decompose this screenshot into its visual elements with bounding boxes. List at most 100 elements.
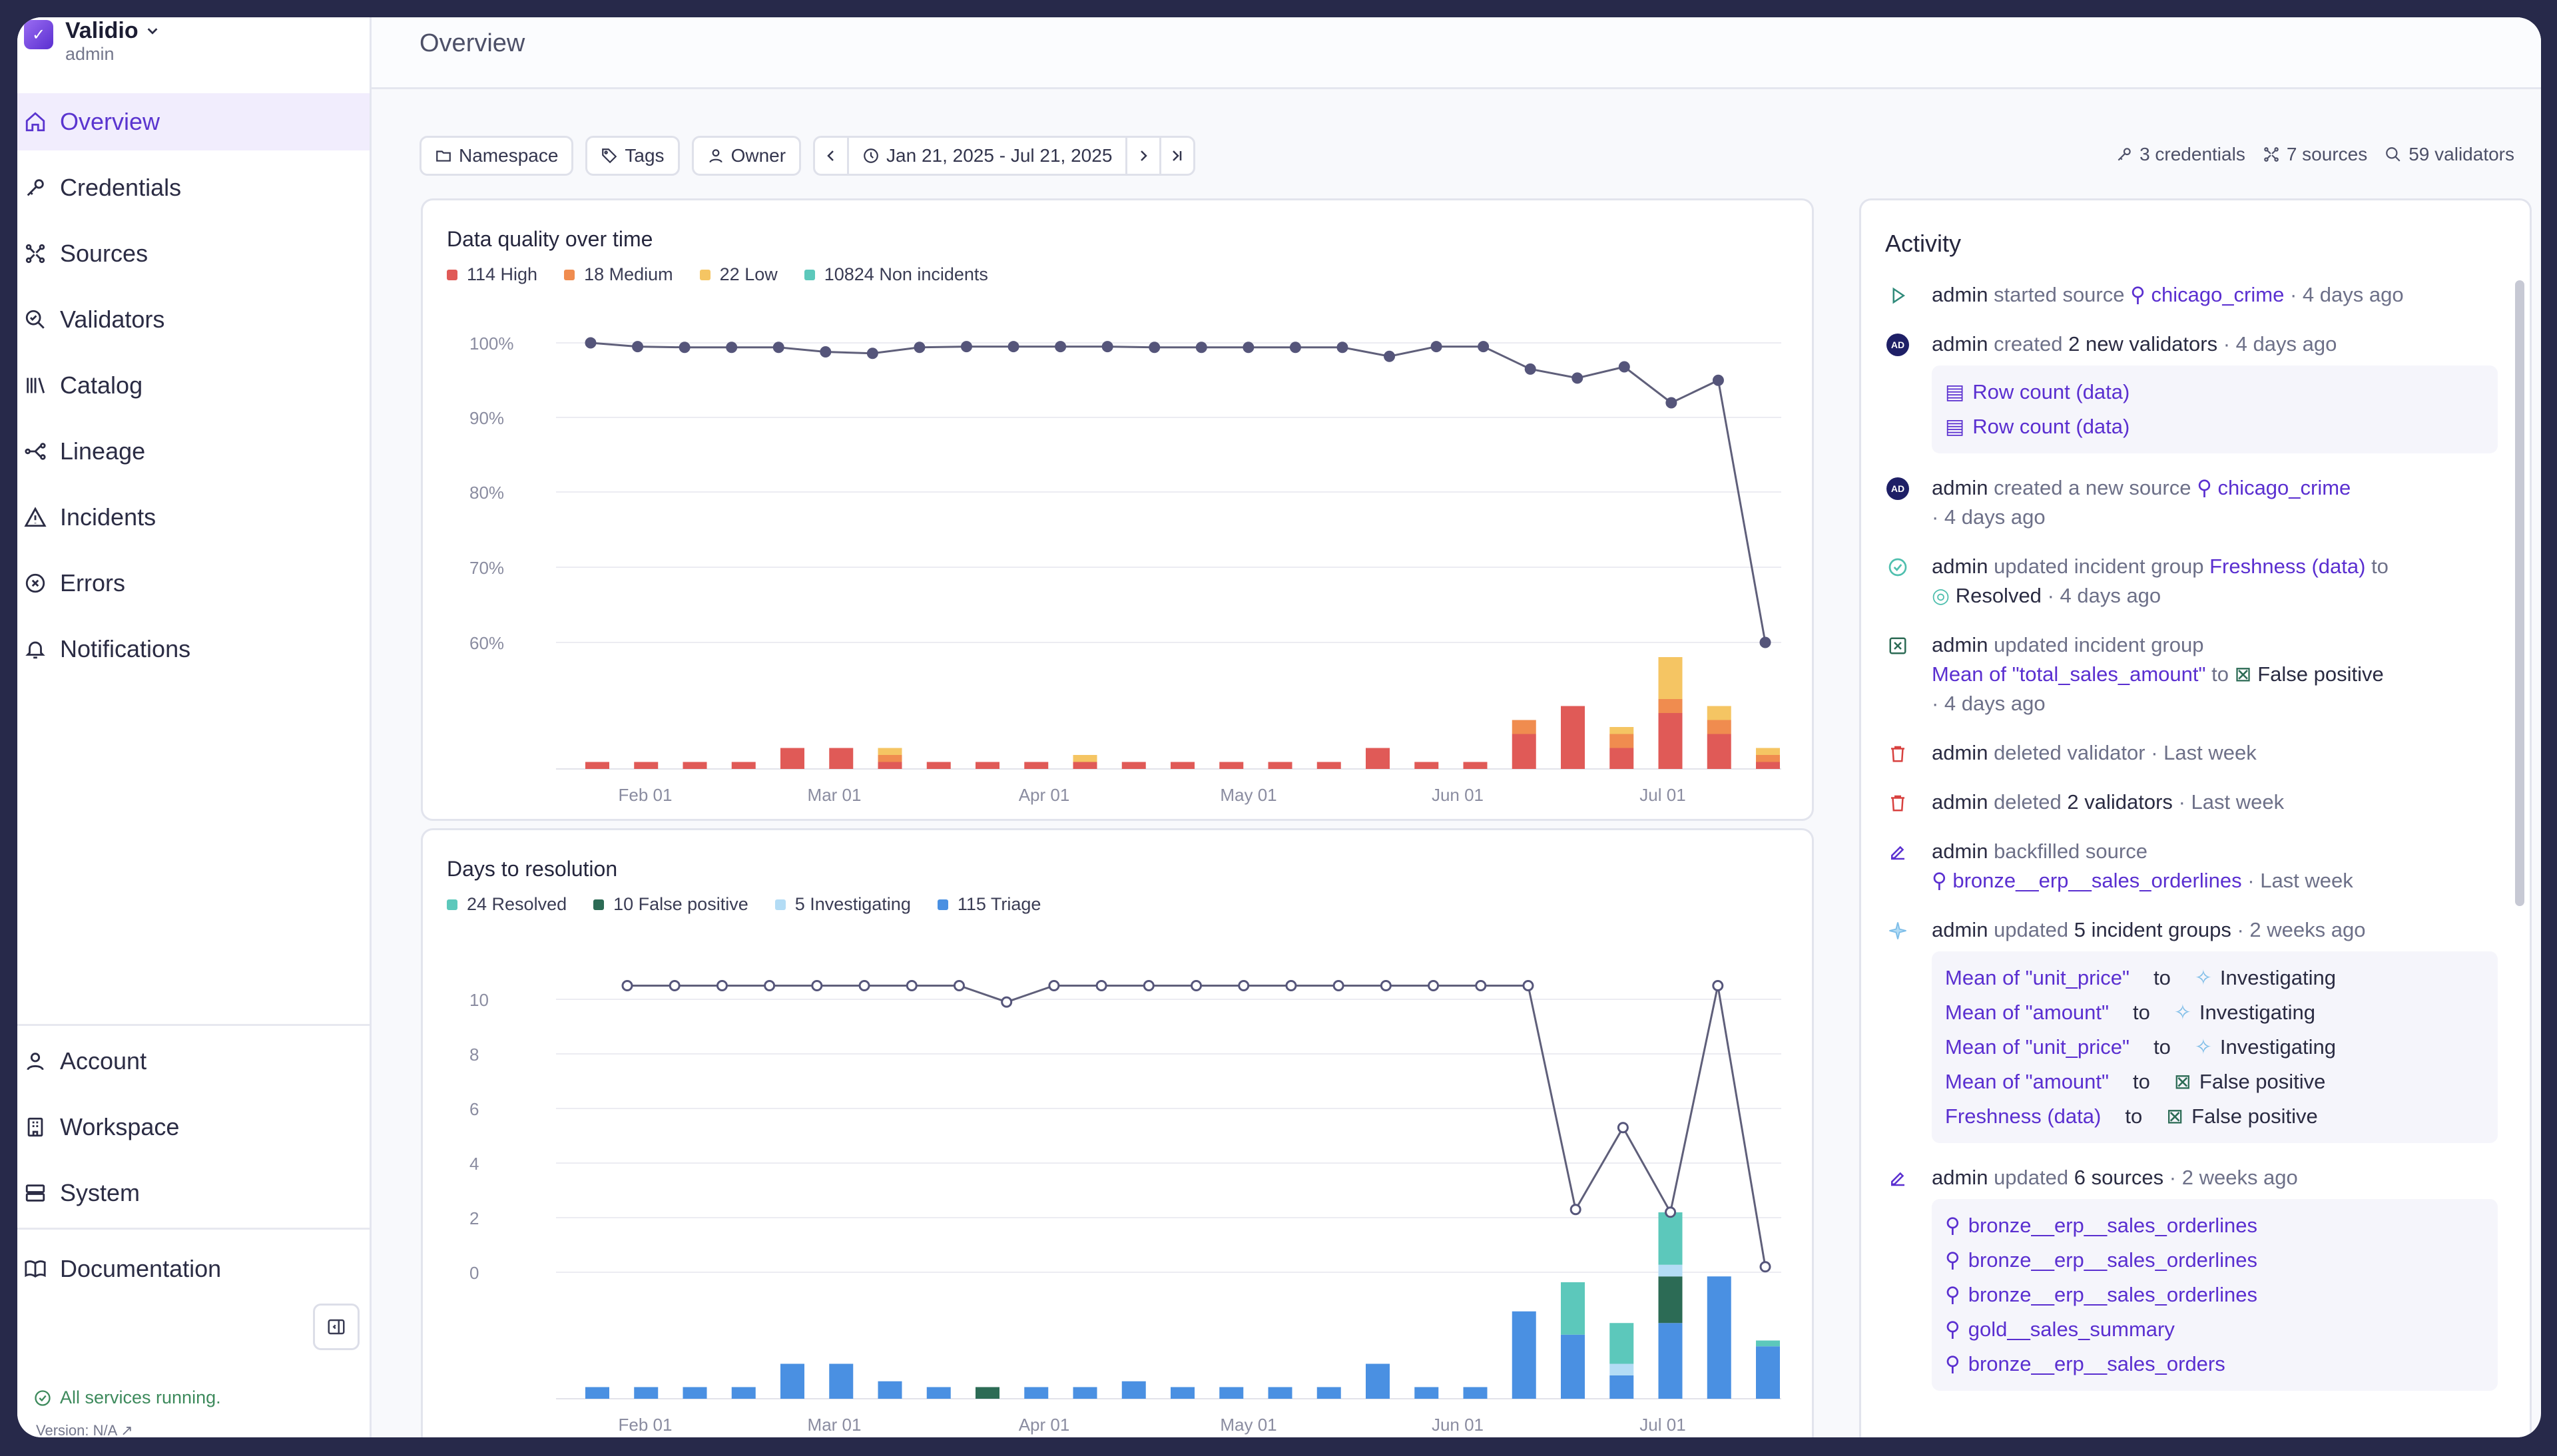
- bar-segment-resolved: [1561, 1282, 1585, 1335]
- bar-segment-triage: [878, 1381, 902, 1399]
- validator-link[interactable]: ▤ Row count (data): [1945, 409, 2484, 444]
- incident-link[interactable]: Mean of "unit_price": [1945, 1035, 2130, 1059]
- activity-event: admin deleted validator · Last week: [1885, 738, 2498, 768]
- legend-item-false-positive[interactable]: 10 False positive: [593, 894, 748, 915]
- incident-link[interactable]: Mean of "amount": [1945, 1070, 2110, 1093]
- line-point: [914, 342, 926, 354]
- date-range-button[interactable]: Jan 21, 2025 - Jul 21, 2025: [849, 138, 1128, 174]
- source-link[interactable]: ⚲ bronze__erp__sales_orderlines: [1945, 1208, 2484, 1243]
- sidebar-item-validators[interactable]: Validators: [17, 291, 370, 348]
- sources-count[interactable]: 7 sources: [2263, 144, 2367, 165]
- incident-link[interactable]: Mean of "amount": [1945, 1001, 2110, 1024]
- line-point: [716, 980, 728, 991]
- sidebar-item-system[interactable]: System: [17, 1164, 370, 1222]
- data-quality-card: Data quality over time 114 High 18 Mediu…: [421, 198, 1814, 821]
- date-prev-button[interactable]: [815, 138, 850, 174]
- legend-item-medium[interactable]: 18 Medium: [564, 264, 673, 285]
- event-action: deleted validator: [1994, 741, 2145, 764]
- event-time: · Last week: [2178, 790, 2285, 814]
- sidebar-item-lineage[interactable]: Lineage: [17, 423, 370, 480]
- bar-segment-high: [1219, 762, 1244, 769]
- y-tick-label: 2: [469, 1208, 479, 1228]
- activity-scrollbar[interactable]: [2515, 280, 2524, 906]
- version-link[interactable]: Version: N/A ↗: [36, 1422, 133, 1437]
- incident-link[interactable]: Mean of "unit_price": [1945, 966, 2130, 989]
- legend-label: 22 Low: [719, 264, 778, 284]
- y-tick-label: 10: [469, 990, 489, 1010]
- workspace-switcher[interactable]: ✓ Validio admin: [24, 17, 160, 77]
- bar-segment-investigating: [1658, 1264, 1683, 1277]
- catalog-icon: [27, 377, 45, 393]
- source-link[interactable]: ⚲ bronze__erp__sales_orders: [1945, 1347, 2484, 1381]
- bar-segment-high: [878, 762, 902, 769]
- legend-item-low[interactable]: 22 Low: [699, 264, 778, 285]
- series-line: [590, 342, 1767, 643]
- date-range-label: Jan 21, 2025 - Jul 21, 2025: [886, 145, 1113, 166]
- sidebar-item-incidents[interactable]: Incidents: [17, 489, 370, 546]
- activity-title: Activity: [1885, 230, 1962, 257]
- x-tick-label: Feb 01: [619, 1415, 673, 1435]
- legend-item-triage[interactable]: 115 Triage: [937, 894, 1041, 915]
- sidebar-item-account[interactable]: Account: [17, 1033, 370, 1090]
- event-target-link[interactable]: Mean of "total_sales_amount": [1932, 662, 2206, 686]
- bar-segment-high: [1658, 713, 1683, 769]
- incident-link[interactable]: Freshness (data): [1945, 1104, 2102, 1128]
- event-actor: admin: [1932, 633, 1988, 656]
- user-icon: [709, 149, 722, 163]
- bar-segment-medium: [1609, 734, 1634, 748]
- sidebar-item-notifications[interactable]: Notifications: [17, 620, 370, 678]
- legend-item-investigating[interactable]: 5 Investigating: [774, 894, 911, 915]
- edit-icon: [1885, 840, 1910, 865]
- sidebar-item-workspace[interactable]: Workspace: [17, 1098, 370, 1156]
- source-link[interactable]: ⚲ gold__sales_summary: [1945, 1312, 2484, 1347]
- credentials-count[interactable]: 3 credentials: [2116, 144, 2245, 165]
- sidebar-item-catalog[interactable]: Catalog: [17, 357, 370, 414]
- date-next-button[interactable]: [1127, 138, 1162, 174]
- event-target-link[interactable]: ⚲ chicago_crime: [2130, 283, 2284, 306]
- activity-event: admin updated incident group Freshness (…: [1885, 552, 2498, 610]
- namespace-filter[interactable]: Namespace: [420, 136, 574, 176]
- owner-filter-label: Owner: [730, 145, 786, 166]
- line-point: [1285, 980, 1297, 991]
- sidebar-item-documentation[interactable]: Documentation: [17, 1240, 370, 1298]
- validators-count[interactable]: 59 validators: [2385, 144, 2514, 165]
- event-target-link[interactable]: ⚲ bronze__erp__sales_orderlines: [1932, 869, 2242, 892]
- avatar: AD: [1886, 477, 1909, 500]
- event-target-link[interactable]: ⚲ chicago_crime: [2197, 476, 2351, 499]
- sparkle-icon: [1885, 918, 1910, 943]
- bar-segment-high: [926, 762, 951, 769]
- validator-link[interactable]: ▤ Row count (data): [1945, 375, 2484, 409]
- activity-event: admin updated 6 sources · 2 weeks ago ⚲ b…: [1885, 1163, 2498, 1391]
- line-point: [679, 342, 691, 354]
- legend-swatch: [447, 899, 457, 910]
- sidebar-item-sources[interactable]: Sources: [17, 225, 370, 282]
- event-time: · 2 weeks ago: [2237, 918, 2366, 941]
- event-target-link[interactable]: Freshness (data): [2209, 555, 2366, 578]
- check-circle-icon: [1885, 555, 1910, 580]
- series-line: [627, 985, 1767, 1268]
- y-tick-label: 90%: [469, 408, 504, 428]
- event-details: Mean of "unit_price" to ✧ Investigating Mea…: [1932, 951, 2498, 1143]
- tags-filter-label: Tags: [625, 145, 665, 166]
- legend-item-high[interactable]: 114 High: [447, 264, 537, 285]
- activity-event: admin updated 5 incident groups · 2 week…: [1885, 915, 2498, 1143]
- y-tick-label: 0: [469, 1263, 479, 1283]
- tags-filter[interactable]: Tags: [585, 136, 680, 176]
- legend-label: 10824 Non incidents: [824, 264, 988, 284]
- source-link[interactable]: ⚲ bronze__erp__sales_orderlines: [1945, 1243, 2484, 1278]
- bar-segment-high: [1366, 748, 1390, 769]
- sidebar-item-overview[interactable]: Overview: [17, 93, 370, 150]
- date-latest-button[interactable]: [1161, 138, 1193, 174]
- owner-filter[interactable]: Owner: [691, 136, 802, 176]
- sidebar-item-label: Errors: [60, 569, 125, 597]
- legend-item-resolved[interactable]: 24 Resolved: [447, 894, 567, 915]
- sidebar-item-credentials[interactable]: Credentials: [17, 159, 370, 216]
- bar-segment-low: [1707, 706, 1731, 720]
- sidebar-item-errors[interactable]: Errors: [17, 555, 370, 612]
- legend-item-non-incidents[interactable]: 10824 Non incidents: [804, 264, 988, 285]
- event-time: · 2 weeks ago: [2169, 1166, 2298, 1189]
- source-link[interactable]: ⚲ bronze__erp__sales_orderlines: [1945, 1278, 2484, 1312]
- collapse-sidebar-button[interactable]: [313, 1304, 360, 1350]
- data-quality-chart: 100% 90% 80% 70% 60% Feb 01 Mar 01 Apr 01 May 01…: [469, 334, 1781, 805]
- brand-role: admin: [65, 44, 115, 64]
